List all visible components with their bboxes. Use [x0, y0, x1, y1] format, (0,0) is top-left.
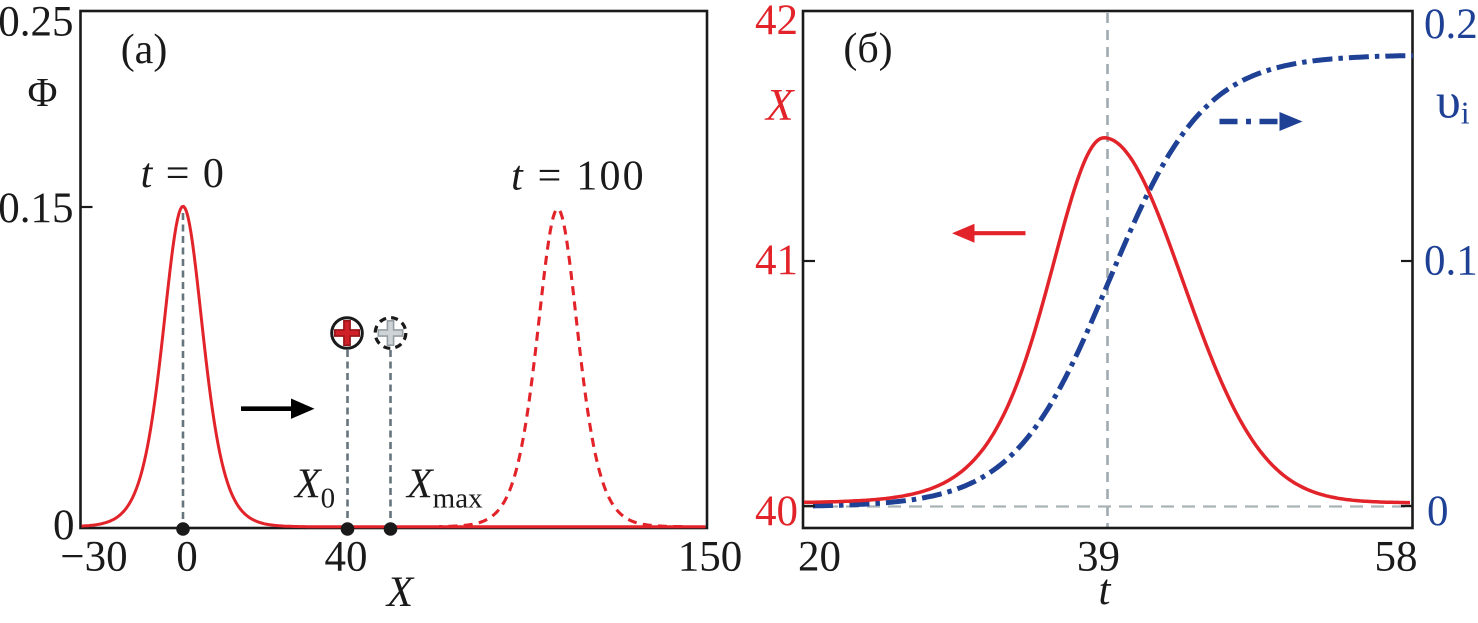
svg-text:(a): (a): [121, 27, 168, 73]
svg-text:0.2: 0.2: [1424, 1, 1478, 48]
svg-text:X: X: [764, 80, 795, 130]
svg-text:0.15: 0.15: [0, 185, 74, 232]
svg-text:Xmax: Xmax: [405, 462, 483, 515]
svg-text:Φ: Φ: [28, 69, 58, 115]
svg-text:X0: X0: [293, 462, 335, 515]
svg-text:58: 58: [1375, 534, 1418, 581]
svg-text:0: 0: [1427, 488, 1449, 535]
svg-text:0.25: 0.25: [0, 0, 74, 46]
svg-text:0: 0: [176, 534, 198, 581]
svg-text:0.1: 0.1: [1424, 238, 1478, 285]
svg-text:42: 42: [755, 0, 798, 44]
svg-text:(б): (б): [843, 26, 892, 72]
svg-text:X: X: [385, 569, 415, 616]
svg-text:−30: −30: [60, 534, 127, 581]
svg-text:t: t: [1099, 567, 1112, 614]
svg-text:t = 100: t = 100: [511, 154, 646, 200]
svg-text:41: 41: [755, 237, 798, 284]
svg-text:39: 39: [1077, 534, 1120, 581]
svg-text:0: 0: [53, 502, 75, 549]
svg-text:t = 0: t = 0: [141, 151, 226, 197]
svg-text:40: 40: [325, 534, 368, 581]
svg-text:20: 20: [798, 534, 841, 581]
svg-text:40: 40: [755, 488, 798, 535]
svg-text:150: 150: [678, 534, 743, 581]
